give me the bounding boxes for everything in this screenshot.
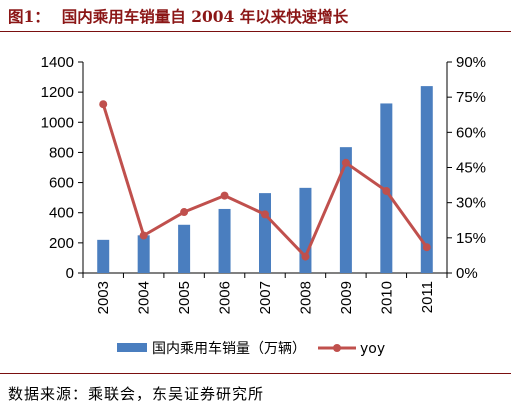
yoy-point [382, 186, 391, 195]
x-tick-label: 2006 [217, 281, 234, 314]
yoy-point [422, 243, 431, 252]
yoy-point [301, 252, 310, 261]
figure-title-bar: 图1： 国内乘用车销量自 2004 年以来快速增长 [0, 0, 511, 32]
yoy-point [261, 210, 269, 219]
x-tick-label: 2005 [176, 281, 193, 314]
figure-title: 国内乘用车销量自 2004 年以来快速增长 [61, 6, 349, 26]
bar [420, 86, 433, 273]
y-right-tick-label: 15% [456, 230, 486, 247]
yoy-point [139, 231, 148, 240]
y-left-tick-label: 400 [49, 205, 74, 222]
yoy-point [99, 100, 108, 109]
y-right-tick-label: 60% [456, 124, 486, 141]
bar [339, 147, 352, 273]
legend-bar-label: 国内乘用车销量（万辆） [152, 340, 306, 357]
source-bar: 数据来源：乘联会，东吴证券研究所 [0, 373, 511, 413]
bar [137, 235, 150, 273]
x-tick-label: 2008 [297, 281, 314, 314]
y-left-tick-label: 1000 [41, 114, 74, 131]
yoy-point [180, 208, 189, 217]
y-left-tick-label: 600 [49, 175, 74, 192]
y-right-tick-label: 30% [456, 195, 486, 212]
x-tick-label: 2007 [257, 281, 274, 314]
y-left-tick-label: 1200 [41, 84, 74, 101]
bar [178, 224, 191, 273]
y-left-tick-label: 200 [49, 235, 74, 252]
bar [259, 193, 271, 273]
x-tick-label: 2003 [95, 281, 112, 314]
y-left-tick-label: 0 [66, 265, 74, 282]
yoy-point [341, 158, 350, 167]
legend-line-label: yoy [360, 341, 385, 357]
x-tick-label: 2009 [338, 281, 355, 314]
x-tick-label: 2011 [419, 281, 436, 313]
y-right-tick-label: 75% [456, 89, 486, 106]
y-right-tick-label: 0% [456, 265, 478, 282]
y-right-tick-label: 90% [456, 54, 486, 71]
bar [97, 239, 110, 273]
y-left-tick-label: 800 [49, 144, 74, 161]
y-left-tick-label: 1400 [41, 54, 74, 71]
chart: 0 200 400 600 800 1000 1200 1400 0% 15% 30% 45% 60% 7… [41, 54, 486, 357]
data-source: 数据来源：乘联会，东吴证券研究所 [8, 385, 265, 403]
figure-label: 图1： [8, 6, 50, 26]
yoy-point [220, 191, 229, 200]
x-tick-label: 2004 [136, 281, 153, 314]
legend-bar-swatch [117, 343, 147, 352]
y-right-tick-label: 45% [456, 160, 486, 177]
bar [218, 208, 231, 273]
x-tick-label: 2010 [378, 281, 395, 314]
legend-line-marker [333, 344, 341, 352]
